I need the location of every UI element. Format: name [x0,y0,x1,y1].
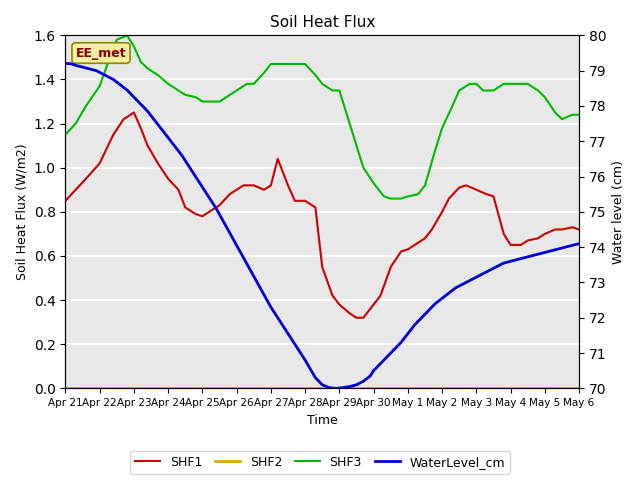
WaterLevel_cm [431,301,439,307]
WaterLevel_cm [575,240,583,246]
Y-axis label: Soil Heat Flux (W/m2): Soil Heat Flux (W/m2) [15,144,28,280]
Line: SHF1: SHF1 [65,112,579,318]
SHF3 [250,81,257,87]
SHF3 [61,132,69,137]
WaterLevel_cm [281,325,289,331]
WaterLevel_cm [144,108,152,114]
SHF1 [137,125,145,131]
Y-axis label: Water level (cm): Water level (cm) [612,160,625,264]
SHF1 [130,109,138,115]
WaterLevel_cm [332,385,340,391]
SHF3 [404,193,412,199]
SHF3 [387,196,395,202]
SHF1 [216,203,223,208]
Text: EE_met: EE_met [76,47,126,60]
WaterLevel_cm [61,60,69,66]
SHF3 [124,33,131,38]
SHF3 [575,112,583,118]
SHF3 [164,81,172,87]
SHF1 [346,311,353,316]
Line: WaterLevel_cm: WaterLevel_cm [65,63,579,388]
SHF3 [243,81,251,87]
SHF1 [164,176,172,181]
WaterLevel_cm [92,68,100,73]
SHF1 [575,227,583,232]
SHF1 [61,198,69,204]
SHF3 [209,98,216,104]
Line: SHF3: SHF3 [65,36,579,199]
Legend: SHF1, SHF2, SHF3, WaterLevel_cm: SHF1, SHF2, SHF3, WaterLevel_cm [130,451,510,474]
WaterLevel_cm [319,382,326,388]
WaterLevel_cm [226,230,234,236]
SHF1 [456,185,463,191]
X-axis label: Time: Time [307,414,338,427]
SHF1 [353,315,360,321]
Title: Soil Heat Flux: Soil Heat Flux [269,15,375,30]
SHF3 [226,92,234,98]
SHF1 [82,176,90,181]
